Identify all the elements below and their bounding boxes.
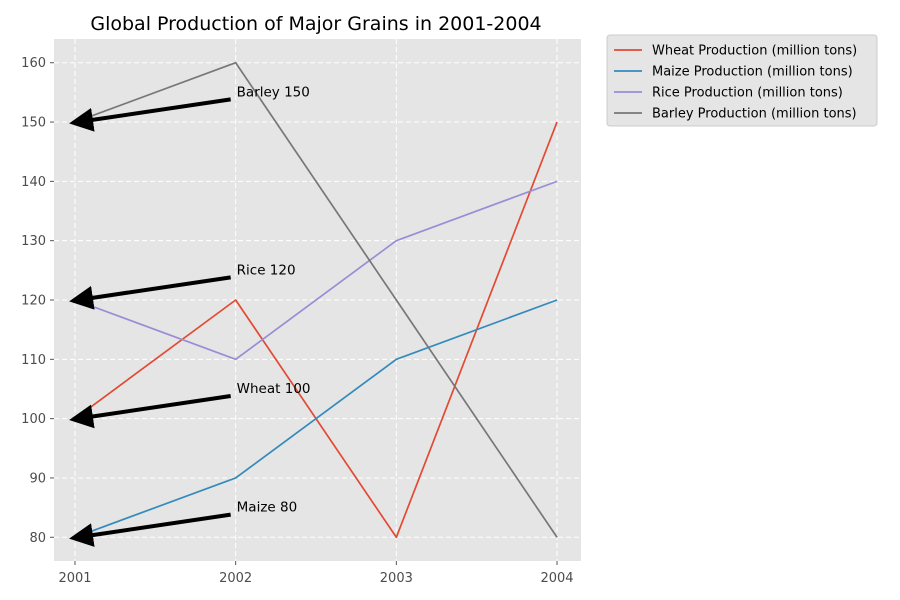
y-tick-label: 120	[21, 294, 46, 309]
y-tick-label: 110	[21, 353, 46, 368]
annotation-label-barley: Barley 150	[237, 84, 310, 100]
legend-box	[606, 34, 878, 127]
x-tick-label: 2003	[380, 571, 413, 586]
chart-title: Global Production of Major Grains in 200…	[90, 13, 541, 35]
y-tick-label: 90	[29, 471, 46, 486]
series-line-rice	[74, 180, 558, 361]
annotation-label-rice: Rice 120	[237, 262, 296, 278]
annotation-label-maize: Maize 80	[237, 500, 298, 516]
series-lines	[74, 61, 558, 539]
y-tick-label: 160	[21, 56, 46, 71]
y-axis: 80 90 100 110 120 130 140 150 160	[21, 56, 54, 546]
x-tick-label: 2004	[540, 571, 573, 586]
y-tick-label: 80	[29, 531, 46, 546]
x-tick-label: 2002	[219, 571, 252, 586]
annotation-arrow-barley	[69, 97, 231, 132]
legend-label-maize: Maize Production (million tons)	[652, 65, 853, 80]
series-line-barley	[74, 61, 558, 538]
annotation-arrow-maize	[69, 512, 231, 547]
legend-label-barley: Barley Production (million tons)	[652, 107, 857, 122]
annotation-arrow-wheat	[69, 393, 231, 429]
y-tick-label: 130	[21, 234, 46, 249]
legend-label-wheat: Wheat Production (million tons)	[652, 44, 857, 59]
annotations: Barley 150 Rice 120 Wheat 100 Maize 80	[69, 84, 311, 547]
y-tick-label: 100	[21, 412, 46, 427]
annotation-arrow-rice	[69, 275, 231, 310]
y-tick-label: 140	[21, 175, 46, 190]
plot-area	[54, 39, 581, 561]
x-tick-label: 2001	[58, 571, 91, 586]
x-axis: 2001 2002 2003 2004	[58, 561, 574, 586]
legend: Wheat Production (million tons) Maize Pro…	[606, 34, 878, 127]
series-line-maize	[74, 299, 558, 539]
annotation-label-wheat: Wheat 100	[237, 381, 311, 397]
y-tick-label: 150	[21, 116, 46, 131]
legend-label-rice: Rice Production (million tons)	[652, 86, 843, 101]
